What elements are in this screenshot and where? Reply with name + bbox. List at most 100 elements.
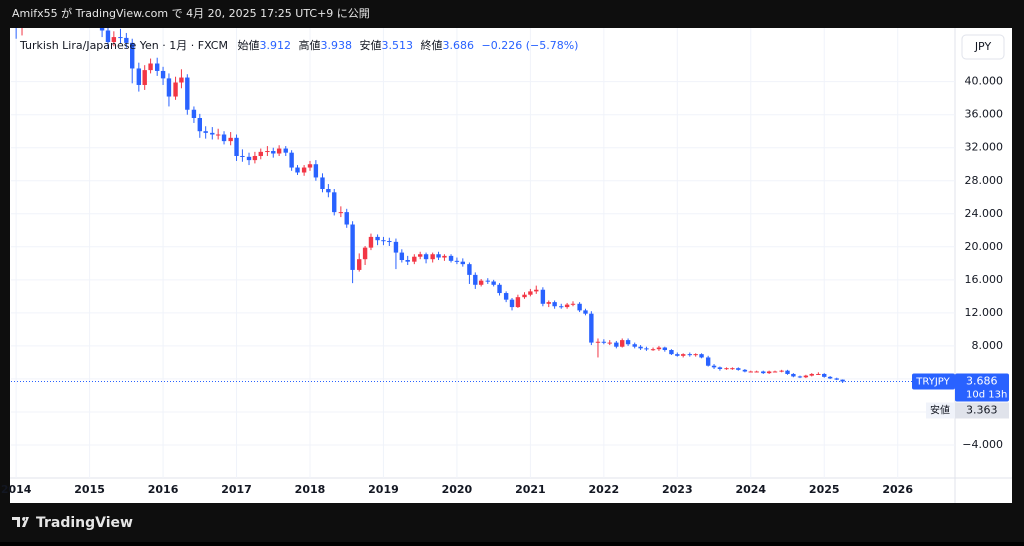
currency[interactable]: JPY	[974, 40, 992, 53]
candle-body	[228, 137, 233, 142]
candle-body	[515, 297, 521, 308]
grid	[11, 28, 955, 478]
candle-body	[393, 241, 399, 253]
candle-body	[332, 192, 337, 213]
candle-body	[460, 261, 465, 265]
x-tick-label: 2023	[662, 483, 693, 496]
candle-body	[246, 156, 252, 161]
candle-body	[111, 37, 117, 43]
chart-area	[10, 28, 1012, 503]
candle-body	[595, 341, 601, 343]
last-price: 3.686	[966, 375, 998, 388]
y-tick-label: 28.000	[965, 174, 1004, 187]
candle-body	[662, 347, 668, 351]
candle-body	[730, 368, 735, 370]
candle-body	[717, 367, 723, 370]
legend-high-label: 高値	[298, 38, 320, 52]
candle-body	[625, 340, 631, 345]
candle-body	[399, 252, 405, 261]
y-tick-label: 20.000	[965, 240, 1004, 253]
candle-body	[405, 260, 410, 262]
candle-body	[650, 349, 656, 351]
candle-body	[736, 368, 741, 370]
y-tick-label: 16.000	[965, 273, 1004, 286]
candle-body	[478, 280, 484, 285]
candle-body	[173, 82, 178, 97]
x-tick-label: 2021	[515, 483, 546, 496]
candle-body	[160, 70, 166, 79]
candle-body	[797, 376, 803, 378]
logo-mark	[12, 517, 29, 527]
x-tick-label: 2016	[148, 483, 179, 496]
candle-body	[307, 164, 313, 168]
candle-body	[154, 63, 160, 71]
low-marker-value: 3.363	[966, 404, 998, 417]
candle-body	[350, 224, 355, 270]
currency-button[interactable]	[961, 34, 1005, 60]
candle-body	[381, 240, 386, 242]
legend-low-value: 3.513	[381, 39, 413, 52]
legend-low-label: 安値	[359, 38, 381, 52]
x-tick-label: 2017	[221, 483, 252, 496]
candle-body	[552, 302, 557, 307]
candle-body	[313, 164, 319, 178]
legend-change: −0.226 (−5.78%)	[481, 39, 578, 52]
candle-body	[497, 284, 502, 294]
candle-body	[417, 254, 423, 257]
candle-body	[454, 260, 460, 262]
candle-body	[785, 370, 790, 374]
candle-body	[644, 348, 649, 350]
candle-body	[834, 378, 839, 380]
header-text: Amifx55 が TradingView.com で 4月 20, 2025 …	[12, 6, 370, 20]
candle-body	[620, 340, 625, 347]
candle-body	[436, 254, 441, 258]
candle-body	[191, 109, 197, 118]
candle-body	[779, 370, 784, 372]
y-tick-label: 32.000	[965, 141, 1004, 154]
x-tick-label: 2022	[589, 483, 620, 496]
candle-body	[638, 346, 643, 349]
candle-body	[822, 373, 827, 377]
candle-body	[252, 155, 258, 161]
candle-body	[203, 131, 208, 133]
candle-body	[118, 37, 123, 39]
candle-body	[105, 30, 111, 43]
candle-body	[210, 132, 215, 135]
candle-body	[271, 151, 276, 154]
candle-body	[362, 247, 368, 260]
x-tick-label: 2025	[809, 483, 840, 496]
candle-body	[559, 306, 564, 308]
candle-body	[130, 42, 135, 69]
candle-body	[840, 379, 845, 382]
candle-body	[442, 255, 447, 258]
candle-body	[632, 344, 637, 347]
candle-body	[448, 255, 454, 261]
candle-body	[295, 167, 300, 173]
legend-high-value: 3.938	[320, 39, 352, 52]
candle-body	[669, 350, 674, 355]
candle-body	[503, 293, 509, 300]
candle-body	[326, 189, 331, 193]
footer-brand: TradingView	[36, 515, 133, 531]
x-tick-label: 2019	[368, 483, 399, 496]
candle-body	[320, 177, 325, 190]
x-tick-label: 2018	[295, 483, 326, 496]
legend-open-value: 3.912	[259, 39, 291, 52]
candle-body	[816, 373, 821, 375]
candle-body	[705, 357, 711, 366]
candle-body	[491, 281, 496, 285]
candle-body	[148, 63, 153, 71]
x-tick-label: 2026	[882, 483, 913, 496]
candle-body	[185, 77, 190, 110]
candle-body	[430, 254, 435, 260]
candle-body	[601, 341, 607, 343]
candle-body	[258, 151, 263, 156]
candle-body	[711, 365, 717, 368]
candle-body	[485, 280, 490, 282]
candle-body	[699, 354, 704, 358]
candle-body	[124, 37, 129, 43]
legend-close-value: 3.686	[442, 39, 474, 52]
candle-body	[276, 148, 282, 154]
price-badges: TRYJPY 3.686 10d 13h 安値 3.363	[11, 373, 1009, 419]
